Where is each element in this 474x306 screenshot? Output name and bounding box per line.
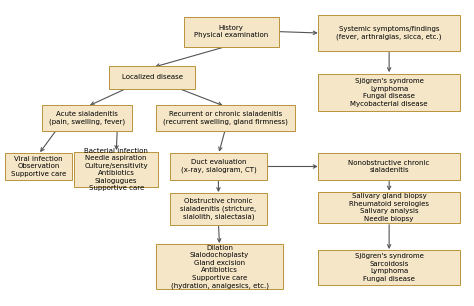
FancyBboxPatch shape [155,244,283,289]
FancyBboxPatch shape [183,17,279,47]
Text: Acute sialadenitis
(pain, swelling, fever): Acute sialadenitis (pain, swelling, feve… [49,111,125,125]
Text: Bacterial infection
Needle aspiration
Culture/sensitivity
Antibiotics
Sialogugue: Bacterial infection Needle aspiration Cu… [84,148,148,191]
Text: Salivary gland biopsy
Rheumatoid serologies
Salivary analysis
Needle biopsy: Salivary gland biopsy Rheumatoid serolog… [349,193,429,222]
FancyBboxPatch shape [42,105,132,130]
FancyBboxPatch shape [319,153,460,180]
Text: Obstructive chronic
sialadenitis (stricture,
sialolith, sialectasia): Obstructive chronic sialadenitis (strict… [180,198,256,220]
FancyBboxPatch shape [5,153,72,180]
Text: Viral infection
Observation
Supportive care: Viral infection Observation Supportive c… [11,156,66,177]
Text: Sjögren's syndrome
Sarcoidosis
Lymphoma
Fungal disease: Sjögren's syndrome Sarcoidosis Lymphoma … [355,253,424,282]
Text: Systemic symptoms/findings
(fever, arthralgias, sicca, etc.): Systemic symptoms/findings (fever, arthr… [337,26,442,40]
FancyBboxPatch shape [170,193,267,225]
FancyBboxPatch shape [155,105,295,130]
FancyBboxPatch shape [170,153,267,180]
FancyBboxPatch shape [319,192,460,223]
FancyBboxPatch shape [319,15,460,51]
FancyBboxPatch shape [319,250,460,285]
FancyBboxPatch shape [319,73,460,111]
Text: Localized disease: Localized disease [122,74,182,80]
Text: Duct evaluation
(x-ray, sialogram, CT): Duct evaluation (x-ray, sialogram, CT) [181,159,256,174]
FancyBboxPatch shape [109,66,195,88]
Text: Sjögren's syndrome
Lymphoma
Fungal disease
Mycobacterial disease: Sjögren's syndrome Lymphoma Fungal disea… [350,78,428,106]
Text: Dilation
Sialodochoplasty
Gland excision
Antibiotics
Supportive care
(hydration,: Dilation Sialodochoplasty Gland excision… [171,245,269,289]
Text: Nonobstructive chronic
sialadenitis: Nonobstructive chronic sialadenitis [348,160,430,173]
Text: History
Physical examination: History Physical examination [194,25,268,38]
Text: Recurrent or chronic sialadenitis
(recurrent swelling, gland firmness): Recurrent or chronic sialadenitis (recur… [163,111,288,125]
FancyBboxPatch shape [74,151,158,188]
